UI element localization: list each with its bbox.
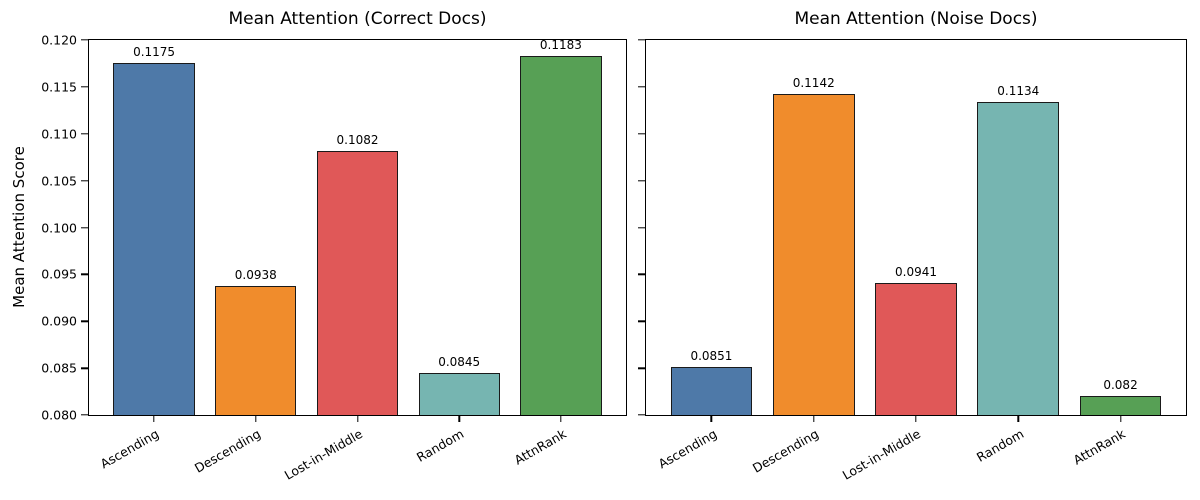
bar-value-label-random: 0.0845: [438, 354, 481, 369]
bar-random: [977, 101, 1060, 415]
y-tick-mark: [637, 86, 645, 88]
bar-value-label-random: 0.1134: [997, 83, 1040, 98]
x-tick-mark: [1119, 416, 1122, 423]
bar-attnrank: [520, 55, 602, 415]
x-tick-label-ascending: Ascending: [97, 426, 162, 472]
bar-value-label-ascending: 0.1175: [133, 45, 176, 60]
y-tick-mark: [80, 273, 88, 276]
plot-area-noise-docs: 0.0851 Ascending 0.1142 Descending 0.0941 Los…: [637, 39, 1187, 483]
y-tick-label: 0.085: [41, 360, 77, 376]
bar-descending: [215, 285, 297, 415]
y-tick-mark: [80, 86, 88, 88]
y-tick-mark: [80, 179, 88, 182]
x-tick-label-lost-in-middle: Lost-in-Middle: [840, 426, 924, 483]
x-tick-label-attnrank: AttnRank: [1070, 426, 1129, 468]
x-tick-label-attnrank: AttnRank: [511, 426, 569, 468]
bar-value-label-descending: 0.0938: [234, 267, 277, 282]
x-tick-mark: [255, 416, 257, 423]
y-tick-label: 0.110: [41, 126, 77, 142]
bar-value-label-descending: 0.1142: [792, 76, 835, 91]
x-tick-mark: [813, 416, 815, 423]
y-tick-label: 0.120: [41, 32, 77, 48]
bar-lost-in-middle: [316, 150, 399, 415]
x-tick-mark: [710, 416, 713, 423]
y-tick-mark: [637, 273, 645, 276]
subplot-title-noise-docs: Mean Attention (Noise Docs): [794, 9, 1038, 29]
bar-ascending: [113, 63, 195, 415]
y-axis-label: Mean Attention Score: [10, 146, 28, 308]
y-tick-mark: [80, 226, 88, 229]
bar-value-label-attnrank: 0.082: [1103, 378, 1138, 393]
x-tick-label-ascending: Ascending: [655, 426, 719, 472]
y-tick-label: 0.090: [41, 313, 77, 329]
x-tick-mark: [1017, 416, 1019, 423]
y-tick-mark: [80, 367, 88, 369]
y-tick-label: 0.100: [41, 220, 77, 235]
y-tick-mark: [637, 133, 645, 135]
x-tick-label-descending: Descending: [192, 426, 264, 476]
bar-ascending: [670, 367, 753, 415]
y-tick-label: 0.105: [41, 173, 77, 189]
x-tick-mark: [458, 416, 460, 423]
bar-value-label-attnrank: 0.1183: [539, 37, 582, 52]
bar-lost-in-middle: [875, 282, 957, 415]
y-tick-mark: [637, 367, 645, 369]
x-tick-label-lost-in-middle: Lost-in-Middle: [281, 426, 365, 483]
y-tick-label: 0.095: [41, 266, 77, 282]
x-tick-label-random: Random: [973, 426, 1026, 465]
subplot-correct-docs: Mean Attention (Correct Docs) 0.080 0.085…: [41, 0, 627, 500]
subplot-title-correct-docs: Mean Attention (Correct Docs): [228, 9, 487, 29]
x-tick-mark: [560, 416, 562, 423]
y-tick-mark: [637, 320, 645, 322]
y-tick-mark: [80, 414, 88, 416]
plot-area-correct-docs: 0.080 0.085 0.090 0.095 0.100 0.105 0.110 0.115…: [41, 33, 627, 483]
x-tick-mark: [915, 416, 917, 423]
y-tick-mark: [80, 39, 88, 41]
bar-descending: [772, 94, 855, 415]
x-tick-label-descending: Descending: [750, 426, 822, 476]
x-tick-mark: [356, 416, 359, 423]
y-tick-mark: [637, 39, 645, 41]
subplot-noise-docs: Mean Attention (Noise Docs) 0.0851 Ascend…: [637, 0, 1187, 500]
bar-value-label-lost-in-middle: 0.1082: [336, 132, 379, 147]
x-tick-mark: [153, 416, 155, 423]
y-tick-mark: [80, 320, 88, 322]
x-tick-label-random: Random: [414, 426, 467, 465]
y-tick-mark: [80, 133, 88, 135]
bar-random: [418, 372, 500, 415]
y-tick-mark: [637, 226, 645, 229]
bar-attnrank: [1079, 396, 1162, 415]
y-tick-label: 0.115: [41, 79, 77, 95]
bar-value-label-ascending: 0.0851: [690, 349, 733, 364]
y-tick-label: 0.080: [41, 407, 77, 423]
y-tick-mark: [637, 414, 645, 416]
bar-value-label-lost-in-middle: 0.0941: [895, 264, 937, 279]
y-tick-mark: [637, 179, 645, 182]
